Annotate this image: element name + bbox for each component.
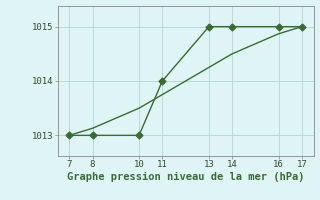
X-axis label: Graphe pression niveau de la mer (hPa): Graphe pression niveau de la mer (hPa) (67, 172, 304, 182)
